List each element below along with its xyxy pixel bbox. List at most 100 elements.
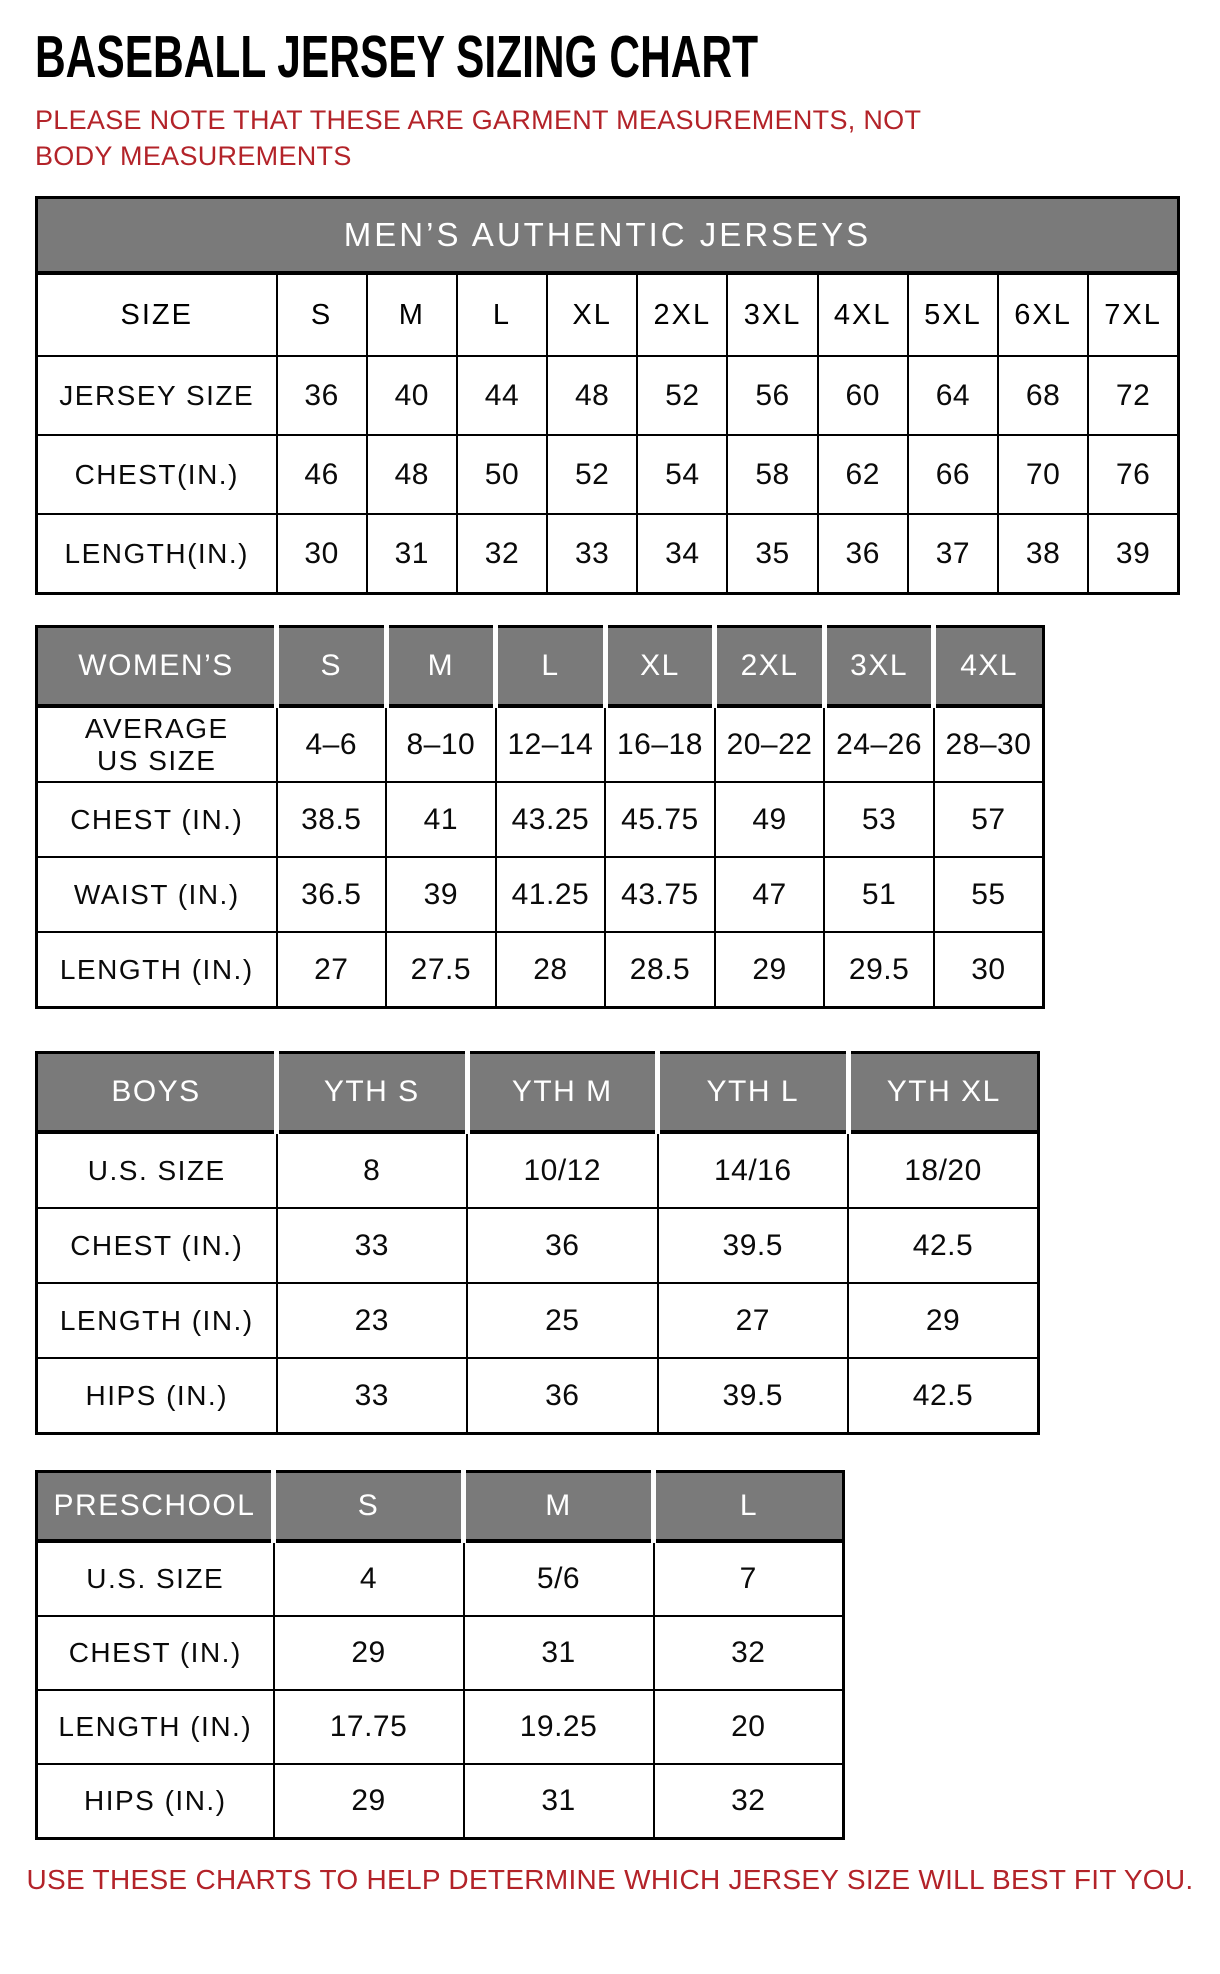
value-cell: 36.5 xyxy=(275,856,388,934)
table-row: CHEST (IN.) 33 36 39.5 42.5 xyxy=(35,1207,1040,1285)
column-header: 7XL xyxy=(1087,272,1180,358)
table-row: LENGTH (IN.) 23 25 27 29 xyxy=(35,1282,1040,1360)
row-label-header: BOYS xyxy=(35,1051,279,1135)
value-cell: 57 xyxy=(932,781,1045,859)
value-cell: 51 xyxy=(823,856,935,934)
value-cell: 29 xyxy=(272,1615,465,1692)
value-cell: 76 xyxy=(1087,434,1180,516)
value-cell: 27.5 xyxy=(385,931,497,1009)
page-content: BASEBALL JERSEY SIZING CHART PLEASE NOTE… xyxy=(26,28,1194,1896)
row-label: JERSEY SIZE xyxy=(35,355,278,437)
value-cell: 33 xyxy=(275,1357,468,1435)
value-cell: 64 xyxy=(906,355,1000,437)
boys-sizing-table: BOYS YTH S YTH M YTH L YTH XL U.S. SIZE 8 10/12… xyxy=(35,1051,1040,1436)
column-header: 3XL xyxy=(821,625,937,709)
table-row: CHEST (IN.) 38.5 41 43.25 45.75 49 53 57 xyxy=(35,781,1045,859)
value-cell: 16–18 xyxy=(604,705,716,784)
column-header: XL xyxy=(546,272,639,358)
value-cell: 5/6 xyxy=(462,1540,655,1618)
value-cell: 41 xyxy=(385,781,497,859)
value-cell: 46 xyxy=(275,434,368,516)
table-row: HIPS (IN.) 33 36 39.5 42.5 xyxy=(35,1357,1040,1435)
value-cell: 24–26 xyxy=(823,705,935,784)
value-cell: 52 xyxy=(636,355,729,437)
value-cell: 68 xyxy=(996,355,1090,437)
column-header: L xyxy=(455,272,549,358)
value-cell: 29 xyxy=(847,1282,1040,1360)
value-cell: 28.5 xyxy=(604,931,716,1009)
value-cell: 7 xyxy=(652,1540,845,1618)
column-header: 2XL xyxy=(636,272,729,358)
value-cell: 30 xyxy=(275,513,368,595)
column-header: M xyxy=(365,272,458,358)
column-header: 6XL xyxy=(996,272,1090,358)
table-row: JERSEY SIZE 36 40 44 48 52 56 60 64 68 72 xyxy=(35,355,1180,437)
value-cell: 72 xyxy=(1087,355,1180,437)
value-cell: 70 xyxy=(996,434,1090,516)
row-label: CHEST (IN.) xyxy=(35,781,278,859)
table-row: AVERAGE US SIZE 4–6 8–10 12–14 16–18 20–22 24–… xyxy=(35,705,1045,784)
column-header: S xyxy=(275,272,368,358)
garment-measurement-note: PLEASE NOTE THAT THESE ARE GARMENT MEASU… xyxy=(35,105,921,171)
value-cell: 36 xyxy=(275,355,368,437)
row-label: WAIST (IN.) xyxy=(35,856,278,934)
row-label: CHEST (IN.) xyxy=(35,1615,275,1692)
value-cell: 37 xyxy=(906,513,1000,595)
value-cell: 62 xyxy=(816,434,909,516)
value-cell: 43.25 xyxy=(494,781,607,859)
table-banner: MEN’S AUTHENTIC JERSEYS xyxy=(35,196,1180,276)
value-cell: 40 xyxy=(365,355,458,437)
value-cell: 56 xyxy=(726,355,819,437)
value-cell: 27 xyxy=(275,931,388,1009)
row-label-header: SIZE xyxy=(35,272,278,358)
value-cell: 27 xyxy=(656,1282,849,1360)
banner-row: MEN’S AUTHENTIC JERSEYS xyxy=(35,196,1180,276)
value-cell: 33 xyxy=(546,513,639,595)
value-cell: 10/12 xyxy=(466,1131,659,1210)
value-cell: 34 xyxy=(636,513,729,595)
value-cell: 17.75 xyxy=(272,1689,465,1766)
row-label: HIPS (IN.) xyxy=(35,1357,278,1435)
value-cell: 29 xyxy=(713,931,826,1009)
value-cell: 14/16 xyxy=(656,1131,849,1210)
value-cell: 53 xyxy=(823,781,935,859)
value-cell: 32 xyxy=(652,1615,845,1692)
footer-note: USE THESE CHARTS TO HELP DETERMINE WHICH… xyxy=(26,1864,1194,1896)
table-row: U.S. SIZE 4 5/6 7 xyxy=(35,1540,845,1618)
value-cell: 33 xyxy=(275,1207,468,1285)
value-cell: 44 xyxy=(455,355,549,437)
header-row: BOYS YTH S YTH M YTH L YTH XL xyxy=(35,1051,1040,1135)
value-cell: 35 xyxy=(726,513,819,595)
header-row: PRESCHOOL S M L xyxy=(35,1470,845,1544)
row-label: U.S. SIZE xyxy=(35,1540,275,1618)
column-header: YTH L xyxy=(655,1051,851,1135)
column-header: L xyxy=(493,625,608,709)
value-cell: 47 xyxy=(713,856,826,934)
mens-sizing-table: MEN’S AUTHENTIC JERSEYS SIZE S M L XL 2XL 3XL 4X… xyxy=(35,196,1180,596)
value-cell: 54 xyxy=(636,434,729,516)
column-header: 4XL xyxy=(816,272,909,358)
value-cell: 58 xyxy=(726,434,819,516)
value-cell: 4–6 xyxy=(275,705,388,784)
column-header: 3XL xyxy=(726,272,819,358)
row-label: LENGTH (IN.) xyxy=(35,1282,278,1360)
value-cell: 28 xyxy=(494,931,607,1009)
value-cell: 4 xyxy=(272,1540,465,1618)
value-cell: 31 xyxy=(365,513,458,595)
row-label: U.S. SIZE xyxy=(35,1131,278,1210)
table-row: HIPS (IN.) 29 31 32 xyxy=(35,1763,845,1840)
value-cell: 29 xyxy=(272,1763,465,1840)
row-label: LENGTH(IN.) xyxy=(35,513,278,595)
value-cell: 52 xyxy=(546,434,639,516)
value-cell: 36 xyxy=(816,513,909,595)
row-label-header: PRESCHOOL xyxy=(35,1470,276,1544)
value-cell: 45.75 xyxy=(604,781,716,859)
table-row: LENGTH (IN.) 17.75 19.25 20 xyxy=(35,1689,845,1766)
table-row: LENGTH(IN.) 30 31 32 33 34 35 36 37 38 39 xyxy=(35,513,1180,595)
row-label-header: WOMEN’S xyxy=(35,625,279,709)
value-cell: 32 xyxy=(652,1763,845,1840)
header-row: SIZE S M L XL 2XL 3XL 4XL 5XL 6XL 7XL xyxy=(35,272,1180,358)
row-label: LENGTH (IN.) xyxy=(35,1689,275,1766)
header-row: WOMEN’S S M L XL 2XL 3XL 4XL xyxy=(35,625,1045,709)
value-cell: 43.75 xyxy=(604,856,716,934)
